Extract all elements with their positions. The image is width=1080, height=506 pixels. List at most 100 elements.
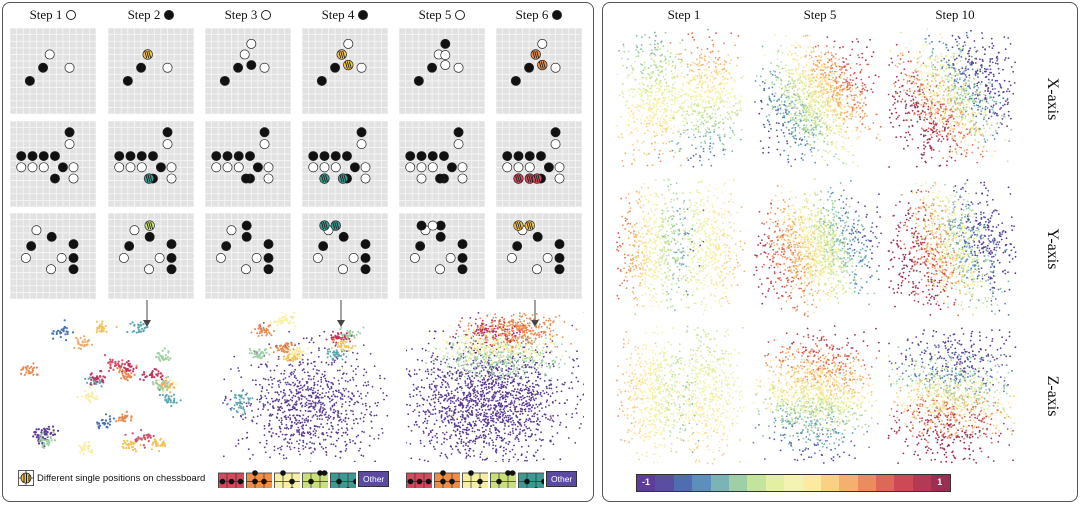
chessboard-r2-c2 <box>108 121 194 207</box>
scatter-step-6 <box>406 312 584 462</box>
black-stone <box>554 253 565 263</box>
black-stone <box>68 253 79 263</box>
chessboard-r1-c6 <box>496 28 582 114</box>
embedding-zaxis-step-10 <box>887 327 1017 464</box>
white-stone <box>308 162 319 173</box>
white-stone <box>427 162 438 173</box>
white-stone <box>211 162 222 173</box>
colorbar-min-label: -1 <box>642 477 651 487</box>
single-position-icon <box>18 470 34 486</box>
chessboard-r2-c3 <box>205 121 291 207</box>
chessboard-r3-c4 <box>302 213 388 299</box>
legend-pattern-chip <box>462 470 488 488</box>
white-stone <box>537 38 548 49</box>
black-stone <box>512 241 523 252</box>
white-stone <box>44 49 55 60</box>
black-stone <box>532 231 543 242</box>
white-stone <box>356 62 367 73</box>
black-stone <box>330 62 341 73</box>
black-stone <box>316 75 327 86</box>
black-stone <box>233 62 244 73</box>
black-stone <box>342 151 352 162</box>
white-stone <box>259 139 270 150</box>
black-stone <box>536 151 546 162</box>
white-stone-icon <box>455 10 466 20</box>
highlighted-stone <box>330 220 341 231</box>
white-stone <box>453 62 464 73</box>
black-stone <box>24 75 35 86</box>
black-stone <box>319 151 330 162</box>
white-stone <box>56 253 67 263</box>
embedding-zaxis-step-1 <box>616 325 745 465</box>
white-stone <box>435 264 445 275</box>
legend-chips-group-a: Other <box>218 470 390 488</box>
white-stone <box>233 162 244 173</box>
black-stone-icon <box>358 10 369 20</box>
embedding-xaxis-step-10 <box>887 28 1016 168</box>
down-arrow-icon <box>141 300 153 328</box>
black-stone <box>440 38 451 49</box>
black-stone <box>405 151 416 162</box>
legend-pattern-chip <box>518 472 544 488</box>
legend-other-chip: Other <box>358 471 390 487</box>
step-label: Step 4 <box>321 7 355 22</box>
colorbar-cell <box>820 475 840 491</box>
colorbar-cell <box>655 475 674 491</box>
right-step-header-2: Step 5 <box>803 7 837 22</box>
legend-pattern-chip <box>302 470 328 488</box>
chessboard-r3-c1 <box>10 213 96 299</box>
white-stone <box>312 253 323 263</box>
step-label: Step 1 <box>29 7 63 22</box>
white-stone <box>263 162 274 173</box>
black-stone <box>252 162 263 173</box>
highlighted-stone <box>319 173 330 184</box>
white-stone <box>154 253 165 263</box>
black-stone <box>416 220 427 231</box>
white-stone <box>215 253 226 263</box>
black-stone <box>416 151 427 162</box>
white-stone <box>68 162 79 173</box>
step-label: Step 5 <box>418 7 452 22</box>
black-stone <box>246 60 257 70</box>
colorbar-cell <box>784 475 803 491</box>
white-stone <box>31 225 42 236</box>
highlighted-stone <box>530 49 541 60</box>
black-stone <box>453 127 464 138</box>
white-stone <box>46 264 56 275</box>
white-stone <box>330 162 341 173</box>
black-stone-icon <box>164 10 175 20</box>
legend-pattern-chip <box>330 472 356 488</box>
black-stone <box>457 264 468 275</box>
white-stone <box>64 139 75 150</box>
black-stone <box>524 62 535 73</box>
white-stone <box>20 253 31 263</box>
black-stone-icon <box>552 10 563 20</box>
black-stone <box>27 151 38 162</box>
white-stone <box>68 173 79 184</box>
colorbar-cell: -1 <box>637 475 656 491</box>
colorbar-cell <box>802 475 821 491</box>
black-stone <box>166 253 177 263</box>
step-header-1: Step 1 <box>10 7 96 23</box>
axis-label-xaxis: X-axis <box>1044 77 1061 121</box>
black-stone <box>166 239 177 250</box>
white-stone <box>440 60 451 70</box>
white-stone <box>38 162 49 173</box>
colorbar-cell <box>912 475 932 491</box>
black-stone <box>435 231 446 242</box>
white-stone <box>251 253 262 263</box>
legend-pattern-chip <box>246 470 272 488</box>
black-stone <box>16 151 27 162</box>
axis-label-zaxis: Z-axis <box>1044 375 1061 417</box>
black-stone <box>524 151 535 162</box>
white-stone <box>513 162 524 173</box>
chessboard-r1-c1 <box>10 28 96 114</box>
white-stone <box>222 162 233 173</box>
white-stone <box>129 225 140 236</box>
colorbar: -1 1 <box>636 474 951 492</box>
black-stone <box>513 151 524 162</box>
black-stone <box>360 239 371 250</box>
white-stone <box>226 225 237 236</box>
black-stone <box>68 264 79 275</box>
black-stone <box>136 151 147 162</box>
